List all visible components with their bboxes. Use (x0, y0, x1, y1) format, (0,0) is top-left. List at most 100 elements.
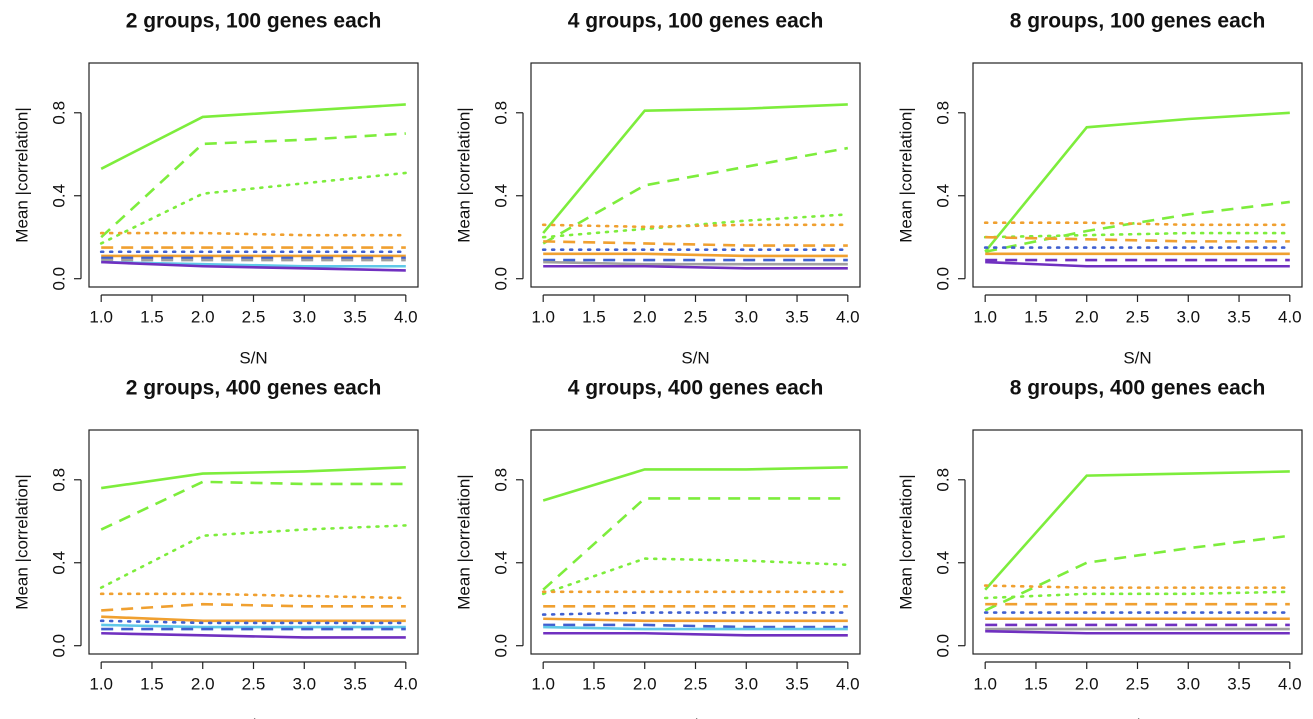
series-line (99, 231, 408, 237)
y-tick-label: 0.8 (491, 101, 510, 125)
y-tick-label: 0.8 (49, 101, 68, 125)
x-tick-label: 2.0 (633, 307, 657, 326)
x-tick-label: 2.0 (191, 674, 215, 693)
series-line (983, 221, 1292, 227)
series-line (100, 480, 406, 531)
plot-frame (972, 429, 1303, 655)
x-tick-label: 3.0 (1176, 674, 1200, 693)
x-tick-label: 3.5 (343, 674, 367, 693)
series-line (541, 223, 850, 229)
series-line (543, 623, 848, 629)
panel-title: 8 groups, 400 genes each (1010, 377, 1266, 400)
x-axis-label: S/N (681, 715, 709, 719)
series-line (542, 146, 849, 245)
x-tick-label: 3.0 (292, 307, 316, 326)
x-tick-label: 1.5 (140, 307, 164, 326)
series-line (985, 260, 1290, 268)
x-tick-label: 2.0 (1075, 307, 1099, 326)
series-line (985, 235, 1290, 243)
panel: 2 groups, 400 genes each 1.0 1.5 2.0 2.5 3.0 3… (12, 377, 419, 719)
y-tick-label: 0.0 (933, 634, 952, 658)
x-axis-label: S/N (239, 715, 267, 719)
y-axis-label: Mean |correlation| (896, 474, 915, 609)
panel-title: 4 groups, 400 genes each (568, 377, 824, 400)
x-tick-label: 2.5 (1126, 307, 1150, 326)
x-tick-label: 3.0 (1176, 307, 1200, 326)
panel: 2 groups, 100 genes each 1.0 1.5 2.0 2.5 3.0 3… (12, 10, 419, 367)
y-tick-label: 0.8 (49, 468, 68, 492)
panel-title: 8 groups, 100 genes each (1010, 10, 1266, 33)
series-line (101, 602, 406, 612)
series-line (542, 103, 848, 234)
panel-title: 4 groups, 100 genes each (568, 10, 824, 33)
series-line (99, 524, 408, 589)
x-tick-label: 3.0 (292, 674, 316, 693)
series-line (985, 629, 1290, 635)
y-axis-label: Mean |correlation| (12, 474, 31, 609)
x-tick-label: 2.5 (242, 674, 266, 693)
series-line (99, 619, 408, 625)
plot-frame (972, 62, 1303, 288)
y-tick-label: 0.4 (933, 551, 952, 575)
y-tick-label: 0.8 (933, 101, 952, 125)
panel: 4 groups, 400 genes each 1.0 1.5 2.0 2.5 3.0 3… (454, 377, 861, 719)
series-line (983, 584, 1292, 589)
x-tick-label: 1.5 (1024, 307, 1048, 326)
y-axis-label: Mean |correlation| (12, 107, 31, 242)
series-line (541, 611, 850, 616)
y-tick-label: 0.8 (491, 468, 510, 492)
y-tick-label: 0.4 (49, 551, 68, 575)
x-tick-label: 1.5 (140, 674, 164, 693)
series-line (543, 252, 848, 258)
series-line (984, 111, 1290, 253)
panel: 8 groups, 100 genes each 1.0 1.5 2.0 2.5 3.0 3… (896, 10, 1303, 367)
y-tick-label: 0.4 (491, 551, 510, 575)
y-tick-label: 0.4 (49, 184, 68, 208)
panel-title: 2 groups, 400 genes each (126, 377, 382, 400)
x-tick-label: 4.0 (1278, 674, 1302, 693)
x-tick-label: 1.0 (531, 674, 555, 693)
x-tick-label: 2.5 (242, 307, 266, 326)
x-tick-label: 3.0 (734, 674, 758, 693)
x-tick-label: 1.5 (582, 674, 606, 693)
plot-frame (530, 429, 861, 655)
x-tick-label: 3.5 (1227, 307, 1251, 326)
x-tick-label: 2.5 (684, 674, 708, 693)
y-tick-label: 0.8 (933, 468, 952, 492)
x-tick-label: 4.0 (394, 674, 418, 693)
y-axis-label: Mean |correlation| (896, 107, 915, 242)
y-axis-label: Mean |correlation| (454, 474, 473, 609)
y-tick-label: 0.0 (49, 634, 68, 658)
series-line (101, 631, 406, 639)
series-line (543, 260, 848, 266)
x-tick-label: 2.5 (684, 307, 708, 326)
x-tick-label: 2.0 (191, 307, 215, 326)
series-line (543, 240, 848, 247)
series-line (983, 590, 1292, 600)
x-axis-label: S/N (681, 348, 709, 367)
series-line (99, 171, 408, 245)
series-line (100, 132, 406, 239)
x-tick-label: 3.5 (785, 674, 809, 693)
series-line (983, 231, 1292, 239)
series-line (542, 497, 848, 591)
x-tick-label: 4.0 (1278, 307, 1302, 326)
x-axis-label: S/N (1123, 348, 1151, 367)
series-line (543, 617, 848, 623)
panel: 4 groups, 100 genes each 1.0 1.5 2.0 2.5 3.0 3… (454, 10, 861, 367)
x-tick-label: 3.0 (734, 307, 758, 326)
y-axis-label: Mean |correlation| (454, 107, 473, 242)
x-tick-label: 2.5 (1126, 674, 1150, 693)
series-line (541, 557, 850, 596)
x-tick-label: 1.0 (973, 674, 997, 693)
series-line (543, 625, 848, 631)
x-tick-label: 1.0 (531, 307, 555, 326)
series-line (101, 615, 406, 623)
series-line (543, 264, 848, 270)
x-tick-label: 3.5 (343, 307, 367, 326)
x-tick-label: 1.5 (1024, 674, 1048, 693)
x-tick-label: 4.0 (836, 307, 860, 326)
series-line (101, 466, 406, 490)
series-line (100, 103, 406, 170)
